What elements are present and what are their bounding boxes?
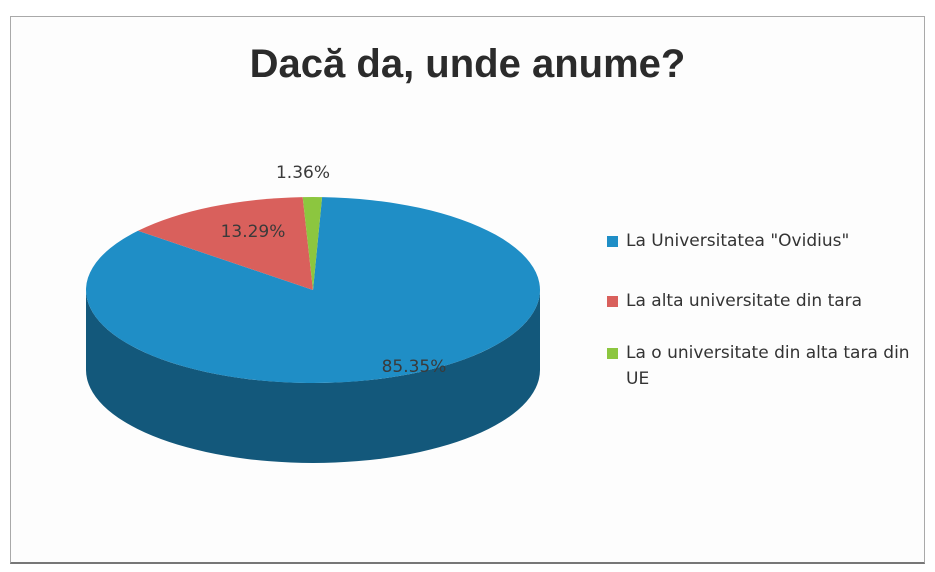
- pie-slice-eu-university: [302, 197, 323, 290]
- legend-swatch-ovidius: [607, 236, 618, 247]
- data-label-ovidius: 85.35%: [382, 357, 447, 377]
- legend-label-ovidius: La Universitatea "Ovidius": [626, 231, 850, 251]
- legend-swatch-eu-university: [607, 348, 618, 359]
- data-label-eu-university: 1.36%: [276, 163, 330, 183]
- pie-side-ovidius: [86, 290, 540, 463]
- pie-slice-ovidius: [85, 197, 540, 384]
- legend-item-eu-university: La o universitate din alta tara din UE: [607, 340, 927, 392]
- legend-item-ovidius: La Universitatea "Ovidius": [607, 228, 927, 254]
- legend: La Universitatea "Ovidius" La alta unive…: [607, 228, 927, 412]
- legend-swatch-other-university: [607, 296, 618, 307]
- pie-slice-other-university: [137, 197, 313, 290]
- legend-label-other-university: La alta universitate din tara: [626, 291, 863, 311]
- data-label-other-university: 13.29%: [221, 222, 286, 242]
- chart-title: Dacă da, unde anume?: [249, 42, 686, 86]
- legend-label-eu-university: La o universitate din alta tara din UE: [626, 343, 910, 389]
- legend-item-other-university: La alta universitate din tara: [607, 288, 927, 314]
